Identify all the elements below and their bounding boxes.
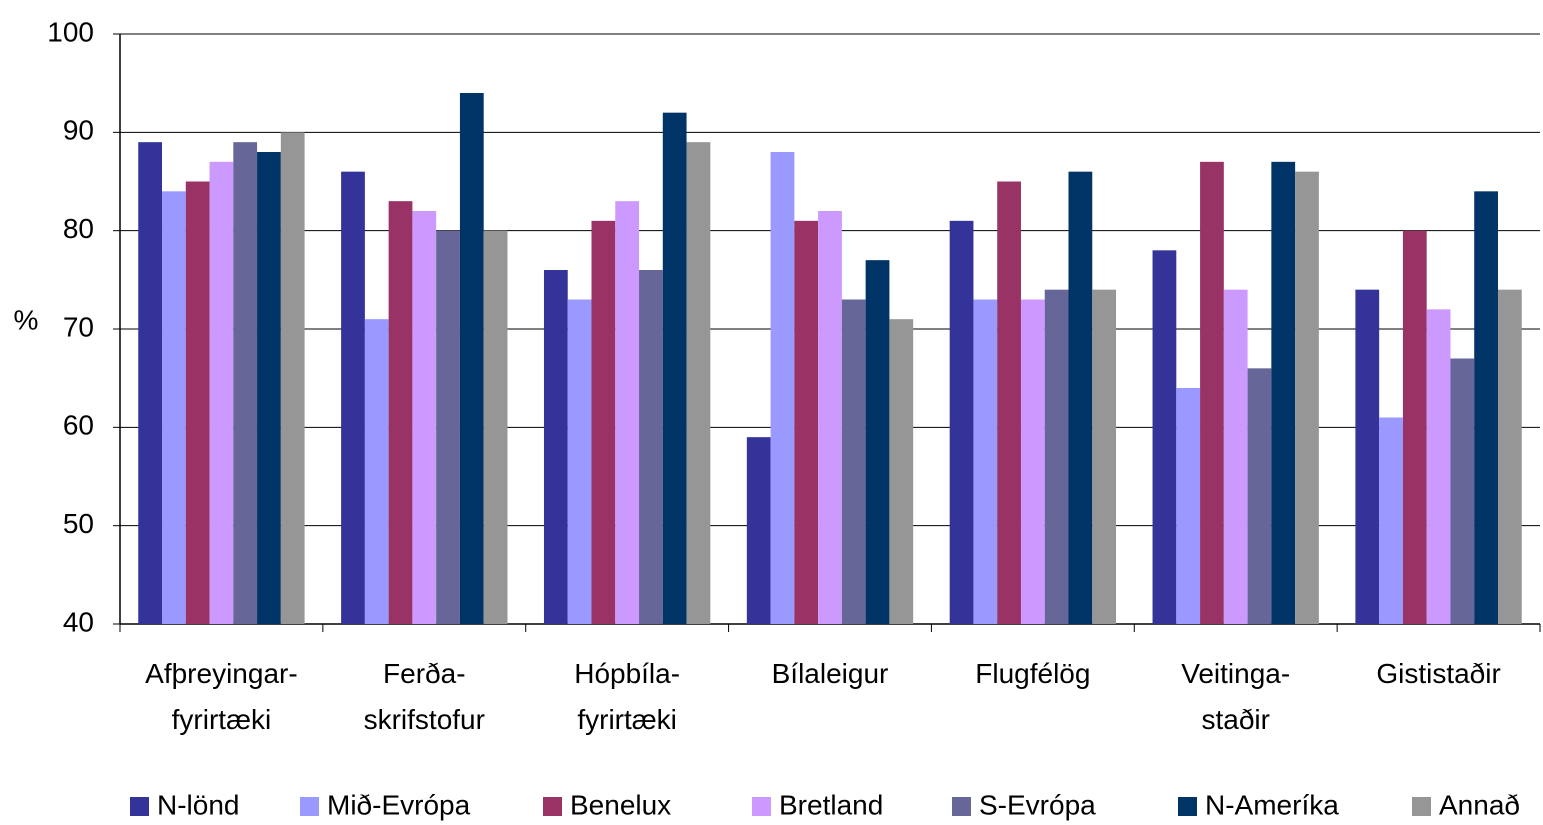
legend-label: N-lönd [157, 789, 239, 820]
bar [591, 220, 616, 625]
legend-label: Benelux [570, 789, 671, 820]
bar [1295, 171, 1319, 624]
legend-swatch [543, 797, 562, 816]
bar [280, 132, 305, 625]
legend-label: Bretland [779, 789, 883, 820]
bar [1271, 161, 1296, 625]
bar [1426, 309, 1451, 624]
bar [185, 181, 210, 624]
legend-label: N-Ameríka [1205, 789, 1339, 820]
y-tick-label: 40 [63, 606, 94, 637]
legend-swatch [1178, 797, 1197, 816]
bar [1450, 358, 1475, 624]
y-tick-label: 70 [63, 311, 94, 342]
x-tick-label: Ferða-skrifstofur [364, 658, 485, 735]
x-tick-label: Flugfélög [975, 658, 1090, 689]
bar [1068, 171, 1093, 624]
bar [794, 220, 819, 625]
bar [567, 299, 592, 624]
bar [639, 270, 663, 624]
y-tick-label: 90 [63, 115, 94, 146]
bar [543, 270, 568, 624]
x-tick-label: Afþreyingar-fyrirtæki [145, 658, 298, 735]
bar [257, 152, 281, 624]
bar [1402, 230, 1427, 624]
bar [1247, 368, 1272, 624]
bar [1223, 289, 1248, 624]
bar [1152, 250, 1177, 625]
bar [1474, 191, 1498, 625]
legend-label: S-Evrópa [979, 789, 1096, 820]
legend-swatch [952, 797, 971, 816]
bar [662, 112, 687, 625]
x-tick-label: Hópbíla-fyrirtæki [574, 658, 680, 735]
bar [459, 93, 484, 624]
bar [1020, 299, 1045, 624]
bar [1497, 289, 1522, 624]
bar [686, 142, 711, 624]
legend-swatch [300, 797, 319, 816]
bar [889, 319, 914, 624]
y-tick-label: 100 [47, 16, 94, 47]
x-tick-label: Gististaðir [1376, 658, 1500, 689]
y-tick-label: 80 [63, 213, 94, 244]
bar [615, 201, 640, 624]
y-tick-label: 60 [63, 410, 94, 441]
bar [1200, 161, 1224, 625]
bar [209, 161, 234, 625]
bar [770, 152, 795, 624]
legend-label: Annað [1439, 789, 1520, 820]
bar [138, 142, 163, 624]
bar [364, 319, 389, 624]
bar [865, 260, 890, 624]
legend-swatch [752, 797, 771, 816]
bar [233, 142, 258, 624]
bar [1176, 388, 1201, 624]
x-tick-label: Veitinga-staðir [1181, 658, 1290, 735]
bar [412, 211, 437, 624]
bar [1092, 289, 1117, 624]
bar [818, 211, 842, 624]
bar [973, 299, 998, 624]
y-axis-label: % [14, 304, 39, 335]
bar [746, 437, 771, 624]
bar [162, 191, 186, 625]
bar [997, 181, 1021, 624]
legend-label: Mið-Evrópa [327, 789, 471, 820]
bar [483, 230, 508, 624]
bar [841, 299, 866, 624]
x-tick-label: Bílaleigur [772, 658, 889, 689]
bar [949, 220, 974, 625]
bar [436, 230, 460, 624]
legend-swatch [130, 797, 149, 816]
bar [388, 201, 413, 624]
y-tick-label: 50 [63, 508, 94, 539]
legend-swatch [1412, 797, 1431, 816]
bar [1355, 289, 1380, 624]
bar [1044, 289, 1069, 624]
bar [341, 171, 365, 624]
bar [1379, 417, 1403, 624]
